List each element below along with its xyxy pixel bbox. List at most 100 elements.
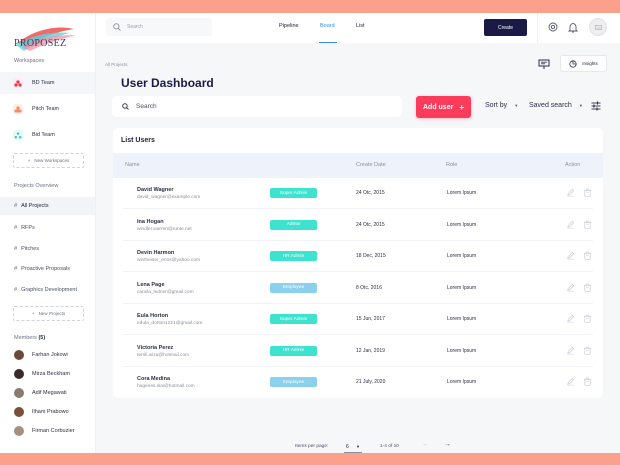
team-orange-icon <box>13 104 23 114</box>
trash-icon[interactable] <box>583 251 592 260</box>
new-workspace-button[interactable]: + New Workspaces <box>13 153 84 168</box>
member-name: Ilham Prabowo <box>32 409 69 415</box>
member-item[interactable]: Ilham Prabowo <box>14 407 69 417</box>
hash-icon: # <box>14 266 18 272</box>
team-teal-icon <box>13 130 23 140</box>
table-row[interactable]: Devin Harmon wintheiser_enos@yahoo.com H… <box>123 241 593 272</box>
role-badge: Employee <box>270 282 317 293</box>
insights-button[interactable]: Insights <box>560 55 607 72</box>
members-title: Members <box>14 335 37 341</box>
trash-icon[interactable] <box>583 314 592 323</box>
next-page-button[interactable]: → <box>444 441 451 448</box>
create-button[interactable]: Create <box>484 19 527 36</box>
role-badge: Super Admin <box>270 188 317 198</box>
role-badge: HR Admin <box>270 345 317 356</box>
items-per-page-select[interactable]: 6 ▼ <box>344 441 362 453</box>
role-badge: Super Admin <box>270 314 317 324</box>
member-name: Farhan Jokowi <box>32 352 68 358</box>
caret-down-icon: ▼ <box>578 103 583 108</box>
column-header-name[interactable]: Name <box>125 162 140 168</box>
settings-icon[interactable] <box>547 21 559 33</box>
user-email: camila_ledner@gmail.com <box>137 289 194 295</box>
user-name: Ina Hogan <box>137 218 164 225</box>
table-row[interactable]: Ina Hogan windler.warren@runte.net Admin… <box>123 210 593 241</box>
member-item[interactable]: Mirza Beckham <box>14 369 70 379</box>
sidebar-item-rfps[interactable]: # RFPs <box>0 219 95 237</box>
trash-icon[interactable] <box>583 188 592 197</box>
user-search-input[interactable]: Search <box>112 96 402 117</box>
member-item[interactable]: Firman Corbuzier <box>14 426 74 436</box>
edit-icon[interactable] <box>566 251 575 260</box>
top-search-input[interactable]: Search <box>106 18 212 36</box>
new-project-button[interactable]: + New Projects <box>13 306 84 321</box>
user-name: David Wagner <box>137 187 174 193</box>
hash-icon: # <box>14 225 18 231</box>
members-label: Members (5) <box>14 335 45 341</box>
table-row[interactable]: Eula Horton edula_dorton1221@gmail.com S… <box>123 304 593 335</box>
member-name: Adif Megawati <box>32 390 67 396</box>
tab-list[interactable]: List <box>356 23 365 29</box>
workspace-bd-team[interactable]: BD Team <box>0 72 95 94</box>
create-date: 8 Otc, 2016 <box>356 284 382 291</box>
saved-search-label: Saved search <box>529 102 572 109</box>
bell-icon[interactable] <box>567 21 579 33</box>
role-text: Lorem Ipsum <box>447 221 477 228</box>
plus-icon: + <box>31 311 35 316</box>
add-user-button[interactable]: Add user + <box>416 96 471 118</box>
sidebar-item-pitches[interactable]: # Pitches <box>0 240 95 258</box>
user-email: windler.warren@runte.net <box>137 226 192 232</box>
per-page-value: 6 <box>346 443 349 450</box>
edit-icon[interactable] <box>566 220 575 229</box>
card-title: List Users <box>121 137 155 144</box>
member-item[interactable]: Adif Megawati <box>14 388 67 398</box>
member-name: Firman Corbuzier <box>32 428 75 434</box>
user-avatar[interactable] <box>589 18 607 36</box>
sort-by-dropdown[interactable]: Sort by ▼ <box>485 102 518 109</box>
sidebar-item-graphics-development[interactable]: # Graphics Development <box>0 281 95 299</box>
edit-icon[interactable] <box>566 188 575 197</box>
sidebar-item-proactive-proposals[interactable]: # Proactive Proposals <box>0 260 95 278</box>
table-row[interactable]: Victoria Perez terrill.wiza@hotmail.com … <box>123 336 593 367</box>
pie-chart-icon <box>569 59 577 68</box>
prev-page-button[interactable]: ← <box>422 441 429 448</box>
project-label: All Projects <box>21 203 49 209</box>
trash-icon[interactable] <box>583 220 592 229</box>
sidebar-item-all-projects[interactable]: # All Projects <box>0 197 95 215</box>
avatar-placeholder-icon <box>594 24 602 30</box>
workspace-label: Bid Team <box>32 132 55 138</box>
filter-sliders-icon[interactable] <box>591 101 601 111</box>
column-header-action: Action <box>565 162 581 168</box>
column-header-create-date[interactable]: Create Date <box>356 162 386 168</box>
trash-icon[interactable] <box>583 377 592 386</box>
tab-pipeline[interactable]: Pipeline <box>279 23 299 29</box>
column-header-role[interactable]: Role <box>446 162 458 168</box>
tab-board[interactable]: Board <box>320 23 335 29</box>
presentation-icon[interactable] <box>538 58 550 70</box>
avatar <box>14 369 24 379</box>
user-name: Eula Horton <box>137 313 169 319</box>
edit-icon[interactable] <box>566 377 575 386</box>
member-name: Mirza Beckham <box>32 371 70 377</box>
create-date: 24 Otc, 2015 <box>356 190 385 196</box>
breadcrumb[interactable]: All Projects <box>105 62 128 67</box>
table-header: Name Create Date Role Action <box>113 153 603 178</box>
edit-icon[interactable] <box>566 346 575 355</box>
page-range: 1-4 of 10 <box>380 444 399 449</box>
table-row[interactable]: David Wagner david_wagner@example.com Su… <box>123 178 593 209</box>
user-name: Cora Medina <box>137 376 171 382</box>
table-row[interactable]: Lena Page camila_ledner@gmail.com Employ… <box>123 273 593 304</box>
trash-icon[interactable] <box>583 283 592 292</box>
edit-icon[interactable] <box>566 283 575 292</box>
member-item[interactable]: Farhan Jokowi <box>14 350 68 360</box>
workspace-pitch-team[interactable]: Pitch Team <box>0 98 95 120</box>
page-title: User Dashboard <box>121 76 214 90</box>
table-row[interactable]: Cora Medina hagenes.isai@hotmail.com Emp… <box>123 367 593 398</box>
sidebar: PROPOSEZ Workspaces BD Team Pitch Team B… <box>0 13 96 453</box>
project-label: Graphics Development <box>21 287 78 293</box>
saved-search-dropdown[interactable]: Saved search ▼ <box>529 102 583 109</box>
avatar <box>14 388 24 398</box>
workspace-bid-team[interactable]: Bid Team <box>0 124 95 146</box>
role-text: Lorem Ipsum <box>447 316 477 322</box>
trash-icon[interactable] <box>583 346 592 355</box>
edit-icon[interactable] <box>566 314 575 323</box>
